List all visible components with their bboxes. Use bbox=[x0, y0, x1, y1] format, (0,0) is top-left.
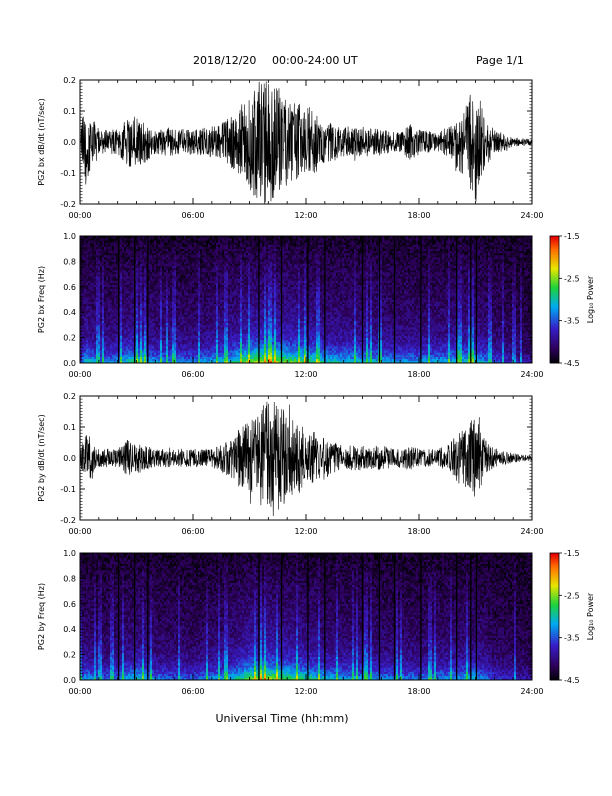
y-axis-label: PG2 by dB/dt (nT/sec) bbox=[37, 414, 46, 501]
y-tick-label: -0.2 bbox=[60, 516, 76, 525]
x-tick-label: 06:00 bbox=[181, 211, 204, 220]
y-tick-label: 0.4 bbox=[63, 308, 76, 317]
x-tick-label: 06:00 bbox=[181, 527, 204, 536]
x-tick-label: 12:00 bbox=[294, 687, 317, 696]
y-axis-label: PG2 bx Freq (Hz) bbox=[37, 266, 46, 333]
x-tick-label: 24:00 bbox=[520, 687, 543, 696]
colorbar-tick-label: -1.5 bbox=[564, 232, 580, 241]
y-tick-label: 0.2 bbox=[63, 392, 76, 401]
header-time-range: 00:00-24:00 UT bbox=[272, 54, 358, 67]
colorbar-label: Log₁₀ Power bbox=[586, 275, 595, 323]
x-tick-label: 00:00 bbox=[68, 211, 91, 220]
y-tick-label: 0.0 bbox=[63, 138, 76, 147]
spectrogram-panel-1: -1.5 -2.5 -3.5 -4.5 Log₁₀ Power 00:00 06:00 12:… bbox=[37, 232, 595, 379]
waveform-panel-0: 00:00 06:00 12:00 18:00 24:00 0.2 0.1 0.0 -0.1 -0… bbox=[37, 76, 544, 220]
magnetometer-report-page: 2018/12/20 00:00-24:00 UT Page 1/1 00:00… bbox=[0, 0, 612, 792]
footer-xlabel: Universal Time (hh:mm) bbox=[216, 712, 349, 725]
y-tick-label: 1.0 bbox=[63, 549, 76, 558]
x-tick-label: 00:00 bbox=[68, 370, 91, 379]
x-tick-label: 00:00 bbox=[68, 687, 91, 696]
waveform-trace bbox=[80, 81, 532, 204]
x-tick-label: 18:00 bbox=[407, 370, 430, 379]
colorbar-tick-label: -2.5 bbox=[564, 591, 580, 600]
colorbar-tick-label: -4.5 bbox=[564, 676, 580, 685]
header-date: 2018/12/20 bbox=[193, 54, 256, 67]
colorbar: -1.5 -2.5 -3.5 -4.5 Log₁₀ Power bbox=[550, 232, 595, 368]
x-tick-label: 18:00 bbox=[407, 211, 430, 220]
colorbar-tick-label: -3.5 bbox=[564, 317, 580, 326]
header-page-number: Page 1/1 bbox=[476, 54, 524, 67]
x-tick-label: 24:00 bbox=[520, 211, 543, 220]
x-tick-label: 06:00 bbox=[181, 370, 204, 379]
x-tick-label: 18:00 bbox=[407, 687, 430, 696]
x-tick-label: 12:00 bbox=[294, 527, 317, 536]
y-tick-label: -0.1 bbox=[60, 485, 76, 494]
y-tick-label: 0.0 bbox=[63, 676, 76, 685]
colorbar-tick-label: -3.5 bbox=[564, 634, 580, 643]
y-tick-label: 0.6 bbox=[63, 600, 76, 609]
y-tick-label: 0.0 bbox=[63, 359, 76, 368]
colorbar-tick-label: -2.5 bbox=[564, 274, 580, 283]
y-axis-label: PG2 by Freq (Hz) bbox=[37, 583, 46, 650]
panels: 00:00 06:00 12:00 18:00 24:00 0.2 0.1 0.0 -0.1 -0… bbox=[37, 76, 595, 696]
y-tick-label: 0.1 bbox=[63, 107, 76, 116]
y-tick-label: 0.2 bbox=[63, 651, 76, 660]
colorbar: -1.5 -2.5 -3.5 -4.5 Log₁₀ Power bbox=[550, 549, 595, 685]
colorbar-label: Log₁₀ Power bbox=[586, 592, 595, 640]
spectrogram-panel-3: -1.5 -2.5 -3.5 -4.5 Log₁₀ Power 00:00 06:00 12:… bbox=[37, 549, 595, 696]
y-tick-label: -0.1 bbox=[60, 169, 76, 178]
y-axis-label: PG2 bx dB/dt (nT/sec) bbox=[37, 98, 46, 185]
waveform-trace bbox=[80, 402, 532, 516]
x-tick-label: 18:00 bbox=[407, 527, 430, 536]
y-tick-label: -0.2 bbox=[60, 200, 76, 209]
x-tick-label: 12:00 bbox=[294, 211, 317, 220]
y-tick-label: 0.2 bbox=[63, 76, 76, 85]
x-tick-label: 12:00 bbox=[294, 370, 317, 379]
waveform-panel-2: 00:00 06:00 12:00 18:00 24:00 0.2 0.1 0.0 -0.1 -0… bbox=[37, 392, 544, 536]
y-tick-label: 0.6 bbox=[63, 283, 76, 292]
y-tick-label: 0.8 bbox=[63, 574, 76, 583]
x-tick-label: 24:00 bbox=[520, 370, 543, 379]
colorbar-tick-label: -1.5 bbox=[564, 549, 580, 558]
x-tick-label: 06:00 bbox=[181, 687, 204, 696]
y-tick-label: 1.0 bbox=[63, 232, 76, 241]
figure-canvas: 2018/12/20 00:00-24:00 UT Page 1/1 00:00… bbox=[0, 0, 612, 792]
y-tick-label: 0.0 bbox=[63, 454, 76, 463]
colorbar-tick-label: -4.5 bbox=[564, 359, 580, 368]
y-tick-label: 0.2 bbox=[63, 334, 76, 343]
y-tick-label: 0.8 bbox=[63, 257, 76, 266]
y-tick-label: 0.4 bbox=[63, 625, 76, 634]
x-tick-label: 00:00 bbox=[68, 527, 91, 536]
y-tick-label: 0.1 bbox=[63, 423, 76, 432]
x-tick-label: 24:00 bbox=[520, 527, 543, 536]
